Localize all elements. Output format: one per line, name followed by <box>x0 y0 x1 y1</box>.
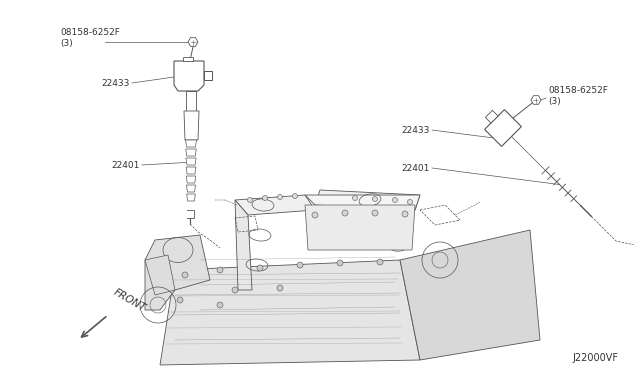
Polygon shape <box>186 140 196 147</box>
Circle shape <box>292 193 298 199</box>
Polygon shape <box>511 137 520 145</box>
Text: 08158-6252F
(3): 08158-6252F (3) <box>548 86 608 106</box>
Polygon shape <box>186 91 196 111</box>
Circle shape <box>217 302 223 308</box>
Polygon shape <box>186 158 196 165</box>
Circle shape <box>277 285 283 291</box>
Circle shape <box>342 210 348 216</box>
Polygon shape <box>537 162 545 170</box>
Text: FRONT: FRONT <box>112 286 148 313</box>
Polygon shape <box>400 230 540 360</box>
Polygon shape <box>186 167 196 174</box>
Polygon shape <box>305 205 415 250</box>
Circle shape <box>312 212 318 218</box>
Polygon shape <box>186 149 196 156</box>
Polygon shape <box>186 185 195 192</box>
Circle shape <box>248 198 253 202</box>
Polygon shape <box>315 190 420 210</box>
Circle shape <box>297 262 303 268</box>
Circle shape <box>278 195 282 199</box>
Polygon shape <box>145 235 210 310</box>
Circle shape <box>177 297 183 303</box>
Polygon shape <box>184 111 199 140</box>
Circle shape <box>262 196 268 201</box>
Circle shape <box>392 198 397 202</box>
Polygon shape <box>145 255 175 295</box>
Circle shape <box>353 196 358 201</box>
Circle shape <box>372 196 378 202</box>
Text: 08158-6252F
(3): 08158-6252F (3) <box>60 28 120 48</box>
Polygon shape <box>188 38 198 46</box>
Text: 22401: 22401 <box>111 160 140 170</box>
Polygon shape <box>174 61 204 91</box>
Polygon shape <box>305 195 420 210</box>
Circle shape <box>402 211 408 217</box>
Polygon shape <box>186 176 196 183</box>
Polygon shape <box>204 71 212 80</box>
Text: 22401: 22401 <box>402 164 430 173</box>
Polygon shape <box>485 110 498 123</box>
Polygon shape <box>529 154 537 162</box>
Circle shape <box>337 260 343 266</box>
Circle shape <box>217 267 223 273</box>
Text: 22433: 22433 <box>402 125 430 135</box>
Polygon shape <box>484 110 522 147</box>
Polygon shape <box>531 96 541 104</box>
Text: 22433: 22433 <box>102 78 130 87</box>
Polygon shape <box>235 195 315 215</box>
Circle shape <box>182 272 188 278</box>
Circle shape <box>257 265 263 271</box>
Circle shape <box>372 210 378 216</box>
Circle shape <box>408 199 413 205</box>
Polygon shape <box>520 145 529 154</box>
Polygon shape <box>160 260 420 365</box>
Circle shape <box>232 287 238 293</box>
Polygon shape <box>183 57 193 61</box>
Circle shape <box>377 259 383 265</box>
Text: J22000VF: J22000VF <box>572 353 618 363</box>
Polygon shape <box>235 200 252 290</box>
Polygon shape <box>187 194 195 201</box>
